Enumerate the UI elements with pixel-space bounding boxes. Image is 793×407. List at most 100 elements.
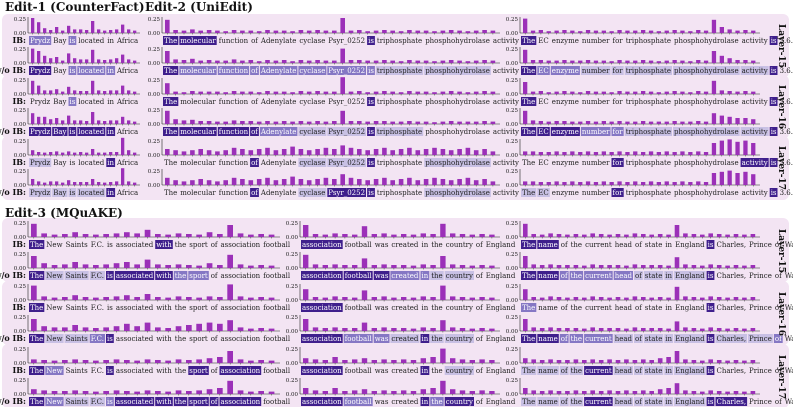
token-highlight (64, 397, 89, 406)
token-highlight (521, 240, 537, 249)
bar (62, 360, 68, 363)
token-row: The molecular function of Adenylate cyclase Ps… (164, 158, 519, 167)
bar (601, 121, 606, 124)
token: function (219, 189, 249, 197)
bar (625, 121, 630, 124)
token-highlight (68, 127, 77, 136)
y-tick-label: 0.25 (286, 347, 299, 353)
y-tick-label: 0.00 (14, 266, 27, 272)
token: of (635, 304, 643, 312)
token-highlight (367, 188, 375, 197)
token-row: association football was created in the countr… (301, 366, 516, 375)
bar (624, 234, 629, 237)
bar (625, 152, 630, 155)
bar (55, 27, 59, 33)
bar (703, 121, 709, 124)
token: football (263, 304, 291, 312)
bar (648, 30, 654, 33)
token: activity (742, 159, 768, 167)
bar (113, 233, 120, 237)
bar (465, 147, 471, 155)
token-highlight (521, 127, 537, 136)
bar (680, 30, 685, 33)
bar (598, 234, 604, 237)
token: phosphohydrolase (674, 37, 739, 45)
token: The (30, 367, 43, 375)
bar (206, 30, 212, 33)
bar (155, 297, 161, 300)
bar (656, 121, 661, 124)
bar (407, 30, 412, 33)
token: of (251, 128, 259, 136)
bar (632, 391, 638, 394)
token: The (164, 67, 177, 75)
token: created (391, 304, 419, 312)
bar (672, 121, 677, 124)
token: molecular (180, 189, 216, 197)
token: Psyr_0252 (328, 98, 365, 106)
bar (648, 151, 654, 155)
bar (562, 121, 567, 124)
bar (41, 233, 47, 237)
token: enzyme (552, 128, 579, 136)
bar (420, 296, 426, 300)
bar (457, 149, 462, 155)
y-tick-label: 0.00 (286, 298, 299, 304)
bar (700, 391, 705, 394)
token: is (708, 241, 714, 249)
bar (186, 391, 192, 394)
token: name (538, 367, 557, 375)
bar (680, 121, 685, 124)
bar (357, 91, 362, 94)
bar (657, 297, 663, 300)
bar (725, 360, 730, 363)
bar (124, 295, 130, 300)
token: Prince (749, 367, 772, 375)
bar (703, 152, 709, 155)
bar (281, 121, 287, 124)
token-row: The EC enzyme number for triphosphate phosphoh… (521, 36, 793, 45)
token-highlight (68, 97, 77, 106)
y-tick-label: 0.00 (286, 329, 299, 335)
token: England (486, 367, 516, 375)
token: was (375, 272, 389, 280)
token: function (219, 67, 249, 75)
bar (215, 30, 220, 33)
token-highlight (624, 66, 672, 75)
token-highlight (706, 366, 715, 375)
bar (303, 254, 309, 268)
token: 3.6.1.25 (780, 189, 793, 197)
bar (382, 177, 387, 185)
token: associated (116, 335, 154, 343)
token: England (675, 241, 705, 249)
bar (373, 30, 379, 33)
token: Prydz (30, 189, 50, 197)
bar (240, 179, 245, 185)
bar (666, 297, 671, 300)
bar (420, 327, 426, 331)
bar (134, 360, 140, 363)
bar (49, 30, 53, 33)
bar (256, 121, 262, 124)
bar (548, 233, 553, 237)
bar (365, 121, 370, 124)
token-highlight (163, 97, 179, 106)
bar (248, 30, 254, 33)
bar (548, 327, 553, 331)
bar (144, 259, 151, 268)
bar (165, 328, 171, 331)
token: associated (116, 367, 154, 375)
bar (607, 297, 612, 300)
bar (711, 143, 717, 155)
bar (641, 328, 646, 331)
bar (680, 60, 685, 63)
token: The (30, 398, 43, 406)
token-highlight (424, 66, 491, 75)
token: of (476, 335, 484, 343)
bar (352, 359, 358, 363)
bar (590, 327, 595, 331)
